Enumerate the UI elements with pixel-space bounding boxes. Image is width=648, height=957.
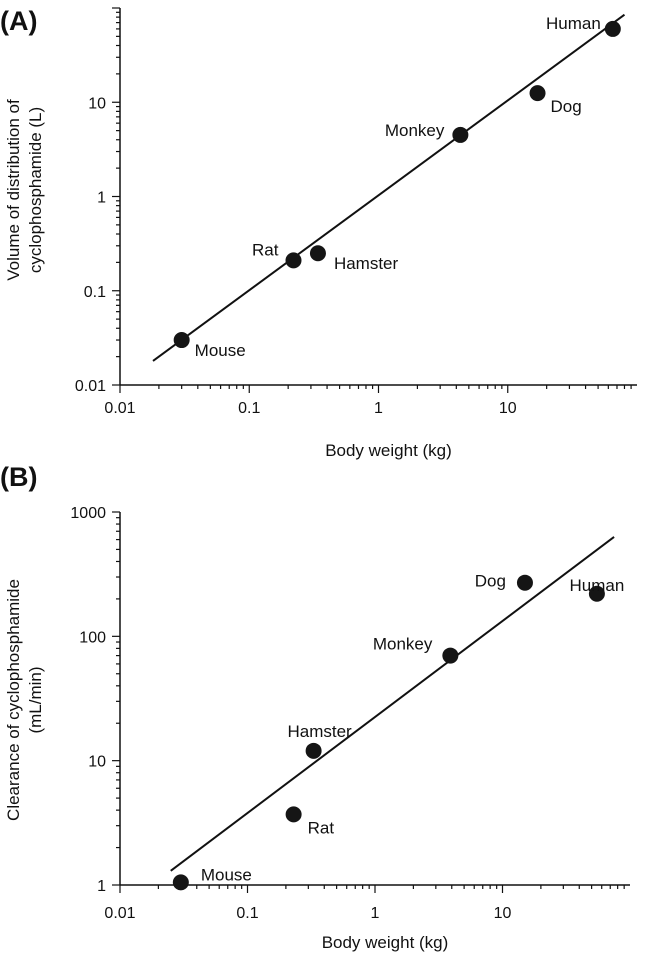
y-tick-label: 10 — [88, 754, 106, 771]
x-tick-label: 10 — [499, 400, 517, 417]
y-tick-label: 0.1 — [84, 284, 106, 301]
data-point-hamster — [309, 245, 326, 262]
y-tick-label: 1 — [97, 190, 106, 207]
y-tick-label: 10 — [88, 95, 106, 112]
point-label-monkey: Monkey — [373, 635, 433, 654]
fit-line — [152, 13, 626, 362]
point-label-rat: Rat — [308, 818, 335, 837]
data-point-mouse — [172, 874, 189, 891]
x-tick-label: 1 — [371, 905, 380, 922]
point-label-hamster: Hamster — [334, 254, 399, 273]
panel-label: (B) — [0, 462, 37, 492]
panel-label: (A) — [0, 6, 37, 36]
data-point-dog — [529, 85, 546, 102]
fit-line — [170, 536, 615, 872]
data-point-mouse — [173, 332, 190, 349]
point-label-dog: Dog — [551, 97, 582, 116]
data-point-human — [588, 585, 605, 602]
point-label-rat: Rat — [252, 240, 279, 259]
data-point-monkey — [442, 647, 459, 664]
x-tick-label: 0.01 — [104, 400, 135, 417]
y-axis-title: cyclophosphamide (L) — [26, 107, 45, 273]
x-axis-title: Body weight (kg) — [322, 933, 449, 952]
y-axis-title: (mL/min) — [26, 666, 45, 733]
data-point-hamster — [305, 742, 322, 759]
y-tick-label: 0.01 — [75, 378, 106, 395]
y-tick-label: 1000 — [70, 505, 106, 522]
x-tick-label: 1 — [374, 400, 383, 417]
y-tick-label: 1 — [97, 878, 106, 895]
y-axis-title: Volume of distribution of — [4, 99, 23, 281]
panel-b: (B) 0.01 0.1 1 10 1 10 100 1000 Body weight (kg) C… — [0, 462, 630, 952]
point-label-monkey: Monkey — [385, 121, 445, 140]
x-tick-label: 0.1 — [238, 400, 260, 417]
panel-a: (A) 0.01 0.1 1 10 0.01 0.1 1 10 Body weight (kg) V… — [0, 6, 637, 460]
point-label-human: Human — [569, 576, 624, 595]
x-tick-label: 0.1 — [236, 905, 258, 922]
x-tick-label: 0.01 — [104, 905, 135, 922]
data-point-rat — [285, 252, 302, 269]
x-tick-label: 10 — [494, 905, 512, 922]
point-label-mouse: Mouse — [195, 341, 246, 360]
point-label-human: Human — [546, 14, 601, 33]
point-label-dog: Dog — [475, 572, 506, 591]
data-point-rat — [285, 806, 302, 823]
data-point-dog — [516, 574, 533, 591]
x-axis-title: Body weight (kg) — [325, 441, 452, 460]
y-axis-title: Clearance of cyclophosphamide — [4, 579, 23, 821]
point-label-mouse: Mouse — [201, 865, 252, 884]
data-point-human — [604, 20, 621, 37]
y-tick-label: 100 — [79, 629, 106, 646]
data-point-monkey — [452, 126, 469, 143]
point-label-hamster: Hamster — [287, 722, 352, 741]
